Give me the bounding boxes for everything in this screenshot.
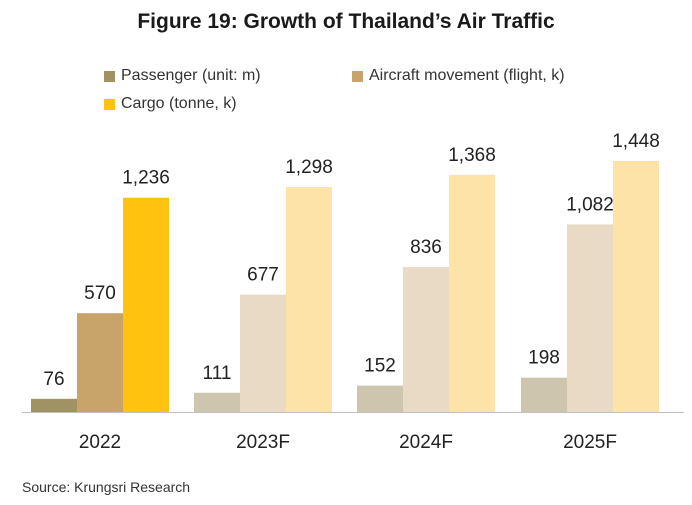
data-label-passenger-2023f: 111 [203,363,232,384]
legend-item-cargo: Cargo (tonne, k) [104,95,237,113]
bar-cargo-2025f [613,161,659,412]
chart-title: Figure 19: Growth of Thailand’s Air Traf… [137,10,555,33]
data-label-aircraft-movement-2025f: 1,082 [566,194,614,215]
bar-aircraft-movement-2023f [240,294,286,412]
data-label-aircraft-movement-2022: 570 [84,283,116,304]
bar-cargo-2024f [449,174,495,412]
legend-swatch-aircraft-movement [352,70,363,82]
bar-aircraft-movement-2022 [77,313,123,412]
legend-swatch-passenger [104,70,115,82]
x-tick-label-2024f: 2024F [399,432,453,453]
x-tick-label-2023f: 2023F [236,432,290,453]
bar-aircraft-movement-2024f [403,267,449,412]
bar-passenger-2023f [194,392,240,412]
legend-item-passenger: Passenger (unit: m) [104,67,261,85]
bar-cargo-2022 [123,197,169,412]
data-label-cargo-2025f: 1,448 [612,131,660,152]
data-label-passenger-2024f: 152 [364,356,396,377]
bar-cargo-2023f [286,187,332,412]
bar-passenger-2025f [521,377,567,412]
data-label-passenger-2025f: 198 [528,348,560,369]
data-label-passenger-2022: 76 [43,369,64,390]
data-label-cargo-2024f: 1,368 [448,145,496,166]
x-tick-label-2025f: 2025F [563,432,617,453]
bar-aircraft-movement-2025f [567,224,613,412]
legend-label-passenger: Passenger (unit: m) [121,67,261,84]
bar-passenger-2022 [31,398,77,412]
legend-item-aircraft-movement: Aircraft movement (flight, k) [352,67,565,85]
x-tick-label-2022: 2022 [79,432,121,453]
bar-passenger-2024f [357,385,403,412]
data-label-cargo-2022: 1,236 [122,168,170,189]
data-label-cargo-2023f: 1,298 [285,157,333,178]
data-label-aircraft-movement-2024f: 836 [410,237,442,258]
legend-swatch-cargo [104,98,115,110]
data-label-aircraft-movement-2023f: 677 [247,265,279,286]
legend-label-aircraft-movement: Aircraft movement (flight, k) [369,67,565,84]
source-note: Source: Krungsri Research [22,479,191,495]
legend-label-cargo: Cargo (tonne, k) [121,95,237,112]
